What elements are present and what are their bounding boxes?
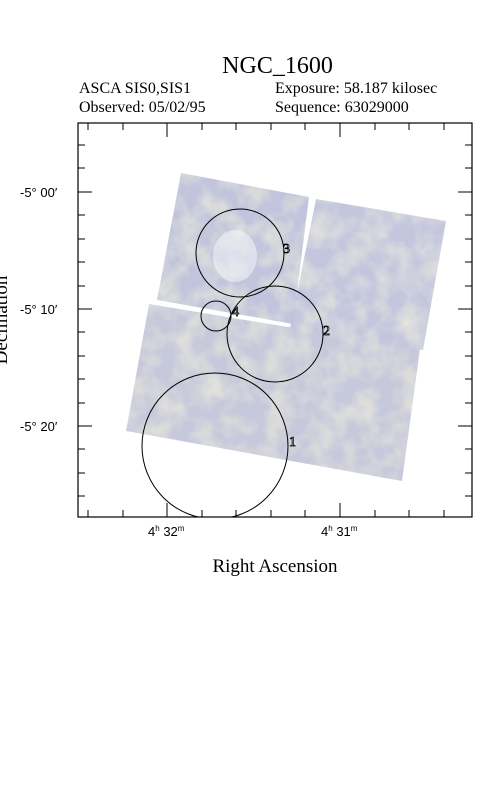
region-label-3: 3 [283, 242, 290, 257]
region-label-2: 2 [323, 324, 330, 339]
x-tick-2-minutes: 31 [336, 524, 350, 539]
region-circle-1 [141, 372, 289, 517]
region-label-4: 4 [232, 305, 239, 320]
y-tick-label-1: -5° 00′ [20, 185, 58, 200]
detector-chip-lower [126, 304, 420, 481]
region-circle-4 [200, 300, 232, 332]
exposure-label: Exposure: 58.187 kilosec [275, 80, 438, 97]
plot-title: NGC_1600 [222, 53, 333, 79]
y-axis-label: Declination [0, 275, 12, 364]
x-axis-label: Right Ascension [212, 556, 338, 577]
region-circle-3 [195, 208, 285, 298]
x-tick-2-hours: 4 [321, 524, 328, 539]
instrument-label: ASCA SIS0,SIS1 [79, 80, 192, 97]
tick-marks [78, 123, 472, 517]
bright-source [213, 230, 257, 282]
observed-label: Observed: 05/02/95 [79, 99, 206, 116]
region-label-1: 1 [289, 435, 296, 450]
x-tick-label-1: 4h 32m [148, 524, 185, 539]
y-tick-label-2: -5° 10′ [20, 302, 58, 317]
region-circle-2 [226, 285, 324, 383]
x-tick-1-minutes: 32 [163, 524, 177, 539]
y-tick-label-3: -5° 20′ [20, 419, 58, 434]
sequence-label: Sequence: 63029000 [275, 99, 409, 116]
x-tick-1-hours: 4 [148, 524, 155, 539]
detector-chip-upper-right [290, 199, 446, 350]
x-tick-label-2: 4h 31m [321, 524, 358, 539]
plot-frame [77, 122, 473, 518]
